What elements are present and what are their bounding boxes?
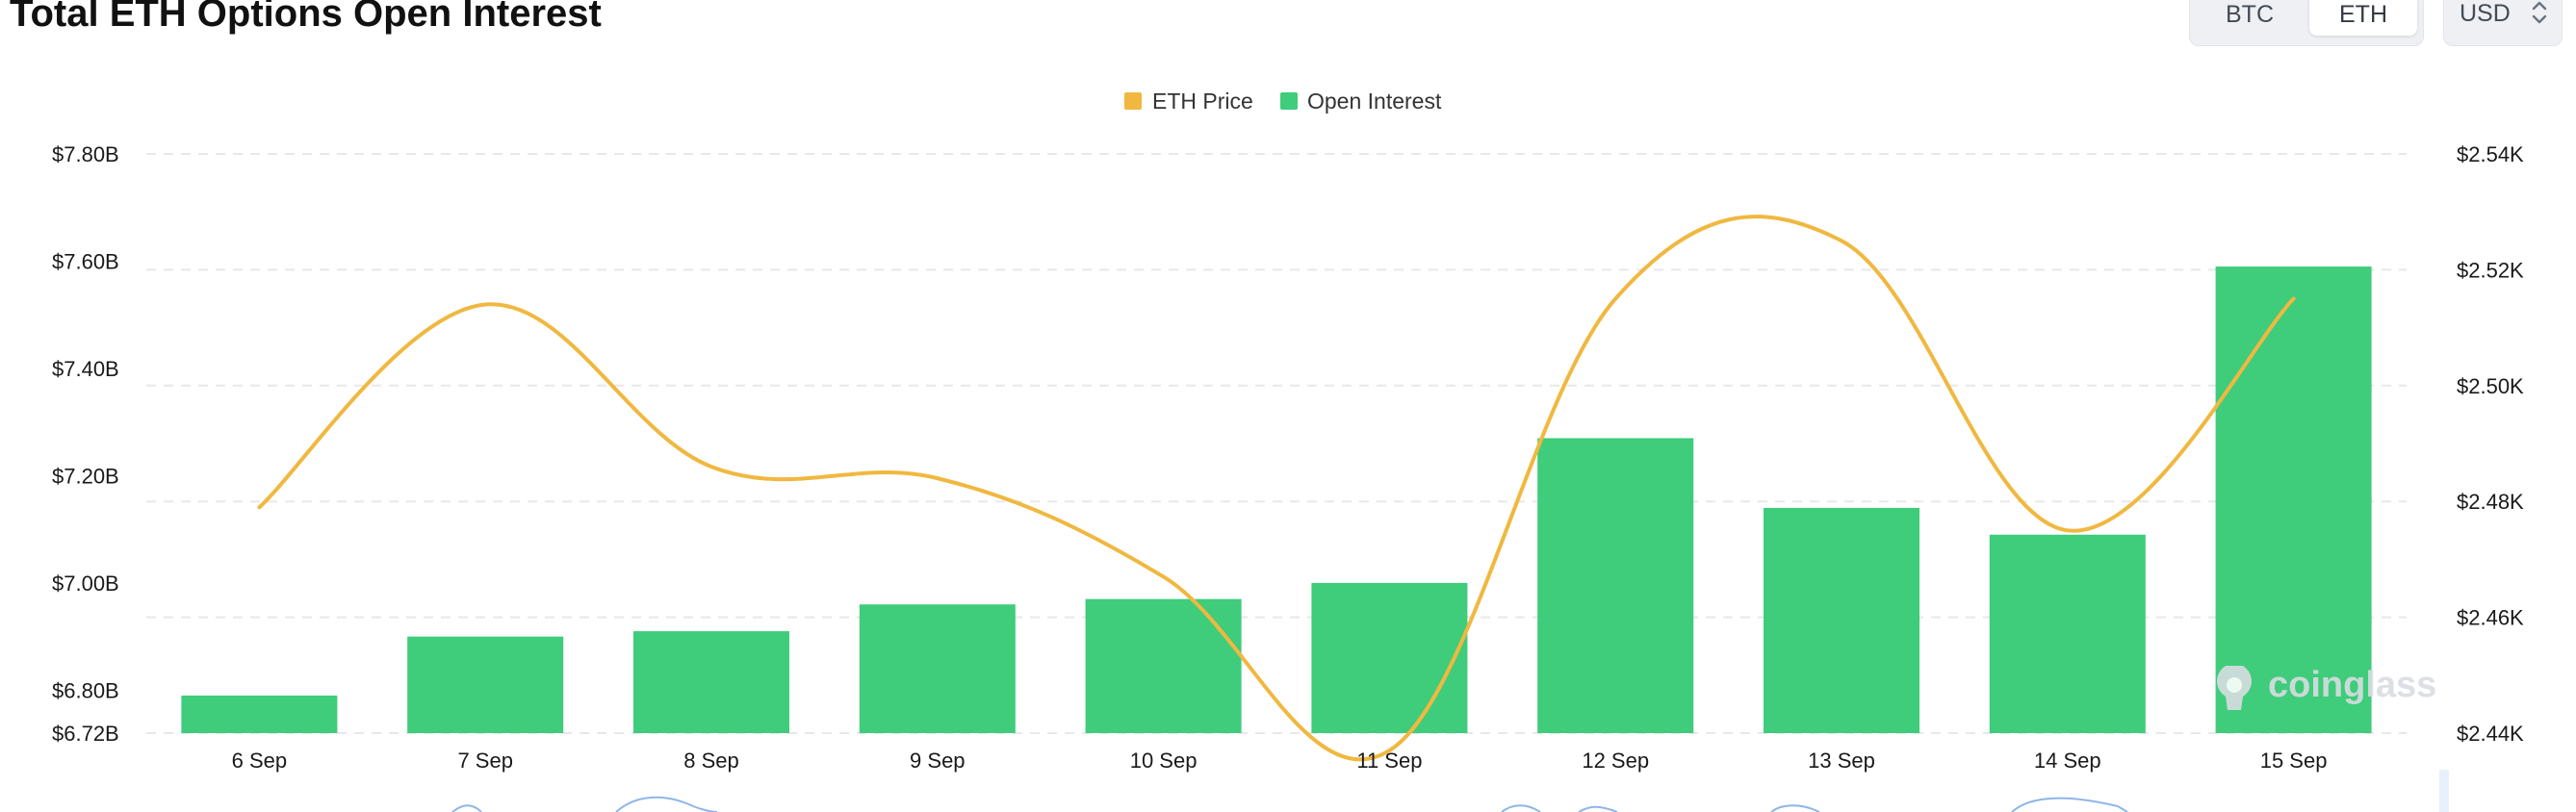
y-left-tick-label: $7.20B	[52, 464, 119, 488]
open-interest-bar[interactable]	[1763, 507, 1920, 733]
open-interest-bar[interactable]	[181, 695, 338, 733]
chevron-up-down-icon	[2532, 1, 2547, 24]
x-tick-label: 15 Sep	[2260, 749, 2328, 773]
open-interest-bar[interactable]	[1085, 598, 1242, 733]
coinglass-logo-icon	[2217, 666, 2252, 710]
x-tick-label: 14 Sep	[2034, 749, 2101, 773]
open-interest-bar[interactable]	[859, 604, 1016, 733]
y-left-tick-label: $7.80B	[52, 142, 119, 166]
x-tick-label: 10 Sep	[1130, 749, 1198, 773]
open-interest-bar[interactable]	[632, 631, 790, 733]
y-left-tick-label: $6.80B	[52, 678, 119, 702]
chart-legend: ETH Price Open Interest	[1124, 89, 1442, 114]
eth-price-line[interactable]	[257, 215, 2296, 762]
open-interest-bar[interactable]	[1989, 534, 2146, 733]
x-tick-label: 12 Sep	[1582, 749, 1649, 773]
x-tick-label: 6 Sep	[232, 749, 288, 773]
legend-swatch-eth-price	[1124, 92, 1142, 110]
currency-select[interactable]: USD	[2443, 0, 2563, 46]
eth-toggle-button[interactable]: ETH	[2309, 0, 2417, 36]
legend-item-eth-price[interactable]: ETH Price	[1124, 89, 1253, 114]
y-right-tick-label: $2.52K	[2457, 258, 2524, 282]
x-tick-label: 9 Sep	[910, 749, 966, 773]
open-interest-bar[interactable]	[1537, 438, 1694, 733]
x-tick-label: 11 Sep	[1356, 749, 1422, 773]
currency-value: USD	[2460, 0, 2511, 27]
watermark: coinglass	[2217, 665, 2436, 710]
y-left-tick-label: $7.60B	[52, 249, 119, 273]
y-right-tick-label: $2.44K	[2457, 722, 2524, 746]
legend-item-open-interest[interactable]: Open Interest	[1280, 89, 1442, 114]
y-left-tick-label: $6.72B	[52, 722, 119, 746]
open-interest-bar[interactable]	[2215, 266, 2372, 733]
y-left-tick-label: $7.40B	[52, 357, 119, 381]
y-right-tick-label: $2.54K	[2457, 142, 2524, 166]
y-right-tick-label: $2.50K	[2457, 374, 2524, 398]
open-interest-bar[interactable]	[1311, 582, 1468, 733]
y-right-tick-label: $2.48K	[2457, 490, 2524, 514]
y-right-tick-label: $2.46K	[2457, 606, 2524, 630]
page-title: Total ETH Options Open Interest	[10, 0, 602, 35]
legend-label-eth-price: ETH Price	[1152, 89, 1253, 114]
asset-toggle: BTC ETH	[2189, 0, 2424, 46]
legend-swatch-open-interest	[1280, 92, 1298, 110]
range-selector-preview	[451, 770, 2449, 812]
open-interest-bar[interactable]	[407, 636, 564, 733]
y-left-tick-label: $7.00B	[52, 571, 119, 596]
x-tick-label: 7 Sep	[457, 749, 513, 773]
legend-label-open-interest: Open Interest	[1307, 89, 1442, 114]
btc-toggle-button[interactable]: BTC	[2196, 0, 2304, 36]
x-tick-label: 13 Sep	[1808, 749, 1875, 773]
x-tick-label: 8 Sep	[683, 749, 739, 773]
watermark-text: coinglass	[2268, 665, 2436, 705]
